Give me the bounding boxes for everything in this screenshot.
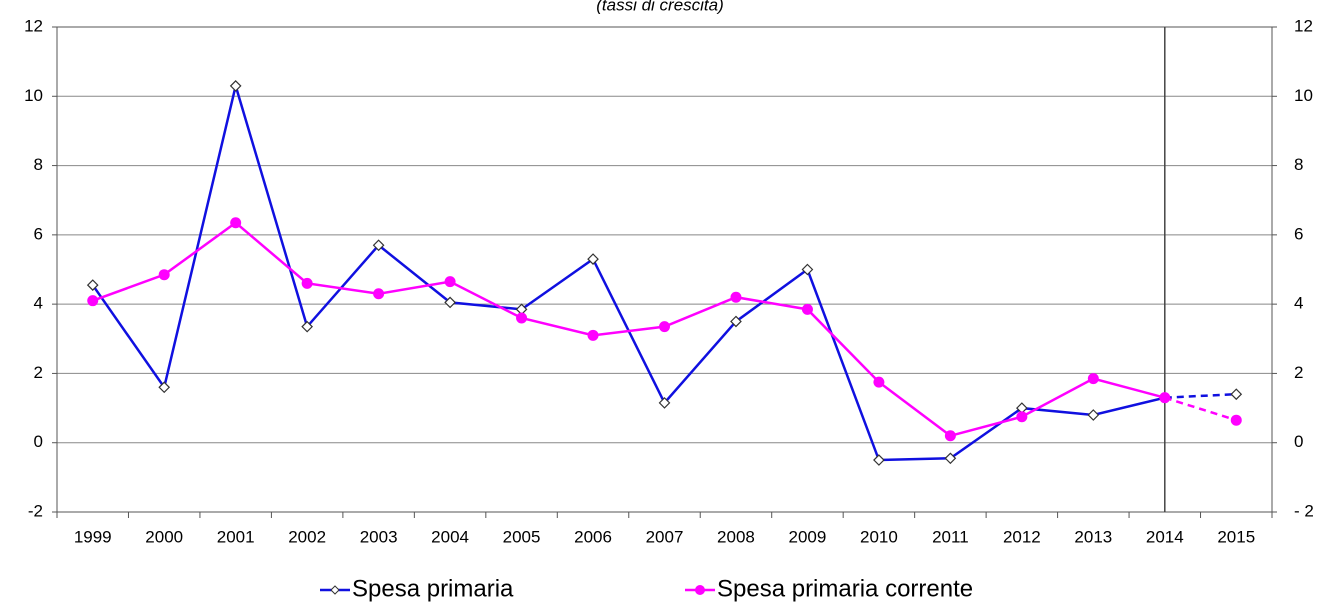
x-tick-label: 2013 [1074,527,1112,546]
y2-tick-label: 10 [1294,86,1313,105]
point-marker [658,397,671,409]
projection-line-series [1164,396,1237,422]
point-marker [1230,414,1242,426]
line-series [92,221,1166,438]
x-tick-label: 2001 [217,527,255,546]
point-marker [158,381,171,394]
x-tick-label: 2008 [717,527,755,546]
point-marker [230,217,242,229]
point-marker [944,452,957,465]
plot-frame [56,26,1273,513]
point-marker [1159,392,1171,404]
point-marker [87,295,99,307]
x-tick-label: 2015 [1217,527,1255,546]
point-marker [587,329,599,341]
x-tick-label: 2007 [646,527,684,546]
point-marker [229,80,242,92]
line-series [91,81,1166,462]
point-marker [873,376,885,388]
point-marker [730,315,742,328]
y-tick-label: 6 [34,224,43,243]
point-marker [801,263,814,276]
y2-tick-label: - 2 [1294,501,1314,520]
point-marker [1087,373,1099,385]
point-marker [86,279,99,291]
y2-tick-label: 6 [1294,224,1303,243]
y-tick-label: 10 [24,86,43,105]
y-tick-label: -2 [28,501,43,520]
x-tick-label: 2011 [932,527,969,546]
y2-tick-label: 0 [1294,432,1303,451]
y2-tick-label: 8 [1294,155,1303,174]
y2-tick-label: 2 [1294,363,1303,382]
point-marker [1087,409,1100,421]
x-tick-label: 2004 [431,527,469,546]
y-tick-label: 12 [24,16,43,35]
point-marker [444,296,456,309]
y-tick-label: 0 [34,432,43,451]
x-tick-label: 2012 [1003,527,1041,546]
point-marker [373,288,385,300]
x-tick-label: 2005 [503,527,541,546]
point-marker [1016,411,1028,423]
point-marker [301,320,313,333]
legend-marker [695,585,705,595]
point-marker [730,291,742,303]
x-tick-label: 1999 [74,527,112,546]
point-marker [659,321,670,333]
point-marker [801,303,813,315]
y2-tick-label: 12 [1294,16,1313,35]
point-marker [1230,388,1243,401]
projection-line-series [1164,392,1237,399]
point-marker [444,276,456,288]
x-tick-label: 2000 [145,527,183,546]
y-tick-label: 2 [34,363,43,382]
chart-subtitle: (tassi di crescita) [596,0,724,14]
x-tick-label: 2006 [574,527,612,546]
y-tick-label: 4 [34,294,43,313]
point-marker [372,239,385,252]
y2-tick-label: 4 [1294,294,1303,313]
point-marker [158,269,170,281]
point-marker [944,430,956,442]
point-marker [587,253,599,265]
legend-label: Spesa primaria [352,575,514,602]
x-tick-label: 2003 [360,527,398,546]
x-tick-label: 2010 [860,527,898,546]
legend-label: Spesa primaria corrente [717,575,973,602]
x-tick-label: 2014 [1146,527,1184,546]
x-tick-label: 2009 [789,527,827,546]
point-marker [516,312,528,324]
legend-marker [330,585,340,595]
point-marker [301,277,313,289]
point-marker [873,454,885,466]
x-tick-label: 2002 [288,527,326,546]
y-tick-label: 8 [34,155,43,174]
